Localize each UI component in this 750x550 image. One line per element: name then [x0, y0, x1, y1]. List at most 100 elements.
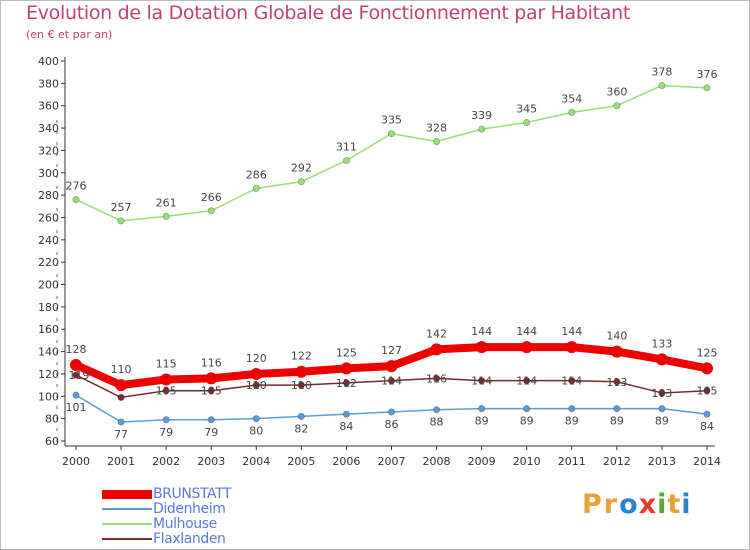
x-tick-label: 2014: [693, 455, 721, 468]
data-label-mulhouse: 360: [606, 86, 627, 99]
data-label-flaxlanden: 114: [471, 375, 492, 388]
x-tick-label: 2002: [152, 455, 180, 468]
data-label-mulhouse: 354: [561, 92, 582, 105]
data-point-mulhouse: [297, 178, 305, 186]
data-point-brunstatt: [295, 365, 308, 378]
data-point-didenheim: [252, 415, 260, 423]
data-point-didenheim: [568, 405, 576, 413]
data-label-flaxlanden: 119: [69, 369, 90, 382]
data-label-flaxlanden: 110: [291, 379, 312, 392]
data-label-mulhouse: 328: [426, 121, 447, 134]
data-label-didenheim: 89: [610, 415, 624, 428]
y-tick-label: 260: [38, 211, 59, 224]
data-point-mulhouse: [387, 130, 395, 138]
data-label-mulhouse: 335: [381, 114, 402, 127]
data-point-mulhouse: [658, 82, 666, 90]
data-label-brunstatt: 144: [471, 325, 492, 338]
y-tick-label: 220: [38, 256, 59, 269]
data-label-didenheim: 88: [430, 416, 444, 429]
x-tick-label: 2009: [468, 455, 496, 468]
x-tick-label: 2012: [603, 455, 631, 468]
legend-label-didenheim: Didenheim: [153, 501, 226, 517]
data-label-brunstatt: 125: [696, 346, 717, 359]
y-tick-label: 120: [38, 368, 59, 381]
data-label-brunstatt: 142: [426, 327, 447, 340]
data-point-didenheim: [72, 391, 80, 399]
data-label-flaxlanden: 112: [336, 377, 357, 390]
data-point-mulhouse: [207, 207, 215, 215]
data-point-brunstatt: [700, 362, 713, 375]
data-label-brunstatt: 122: [291, 350, 312, 363]
data-point-didenheim: [387, 408, 395, 416]
y-tick-label: 280: [38, 189, 59, 202]
proxiti-logo: Proxiti: [582, 489, 692, 520]
data-point-didenheim: [342, 410, 350, 418]
data-point-flaxlanden: [658, 389, 666, 397]
data-label-brunstatt: 120: [246, 352, 267, 365]
legend-swatch-didenheim: [102, 508, 152, 510]
data-point-didenheim: [297, 412, 305, 420]
data-point-mulhouse: [72, 196, 80, 204]
data-point-flaxlanden: [387, 377, 395, 385]
data-label-mulhouse: 345: [516, 102, 537, 115]
data-point-flaxlanden: [478, 377, 486, 385]
x-tick-label: 2007: [377, 455, 405, 468]
x-tick-label: 2006: [332, 455, 360, 468]
legend-label-mulhouse: Mulhouse: [153, 516, 217, 532]
data-label-mulhouse: 257: [111, 201, 132, 214]
legend-swatch-flaxlanden: [102, 538, 152, 540]
data-label-didenheim: 89: [565, 415, 579, 428]
data-label-didenheim: 80: [249, 425, 263, 438]
y-tick-label: 360: [38, 100, 59, 113]
data-label-flaxlanden: 113: [606, 376, 627, 389]
data-point-brunstatt: [475, 341, 488, 354]
logo-letter: i: [681, 489, 692, 520]
data-label-brunstatt: 140: [606, 330, 627, 343]
data-label-brunstatt: 144: [516, 325, 537, 338]
data-label-flaxlanden: 114: [561, 375, 582, 388]
y-tick-label: 340: [38, 122, 59, 135]
y-tick-label: 240: [38, 234, 59, 247]
data-label-didenheim: 86: [384, 418, 398, 431]
data-label-mulhouse: 276: [66, 180, 87, 193]
x-tick-label: 2004: [242, 455, 270, 468]
data-point-flaxlanden: [523, 377, 531, 385]
y-tick-label: 100: [38, 390, 59, 403]
data-label-mulhouse: 261: [156, 196, 177, 209]
data-label-flaxlanden: 116: [426, 372, 447, 385]
data-point-flaxlanden: [703, 387, 711, 395]
y-tick-label: 80: [45, 413, 59, 426]
chart-title: Evolution de la Dotation Globale de Fonc…: [26, 2, 631, 24]
data-point-flaxlanden: [162, 387, 170, 395]
x-tick-label: 2005: [287, 455, 315, 468]
data-point-flaxlanden: [252, 381, 260, 389]
x-tick-label: 2008: [423, 455, 451, 468]
data-point-mulhouse: [342, 156, 350, 164]
data-point-brunstatt: [250, 367, 263, 380]
x-tick-label: 2000: [62, 455, 90, 468]
logo-letter: t: [667, 489, 682, 520]
data-point-flaxlanden: [117, 393, 125, 401]
data-label-didenheim: 79: [159, 426, 173, 439]
data-label-didenheim: 89: [520, 415, 534, 428]
data-label-mulhouse: 311: [336, 140, 357, 153]
data-label-mulhouse: 266: [201, 191, 222, 204]
data-point-brunstatt: [70, 359, 82, 371]
data-point-didenheim: [703, 410, 711, 418]
logo-letter: r: [603, 489, 619, 520]
legend-swatch-brunstatt: [102, 490, 152, 499]
x-tick-label: 2003: [197, 455, 225, 468]
data-point-didenheim: [433, 406, 441, 414]
data-point-brunstatt: [385, 360, 398, 373]
data-point-didenheim: [478, 405, 486, 413]
data-point-didenheim: [523, 405, 531, 413]
data-point-brunstatt: [430, 343, 443, 356]
data-label-flaxlanden: 110: [246, 379, 267, 392]
data-label-brunstatt: 144: [561, 325, 582, 338]
data-label-brunstatt: 127: [381, 344, 402, 357]
data-label-mulhouse: 292: [291, 162, 312, 175]
logo-letter: x: [638, 489, 658, 520]
data-label-didenheim: 79: [204, 426, 218, 439]
data-point-brunstatt: [115, 379, 128, 392]
data-label-didenheim: 82: [294, 422, 308, 435]
